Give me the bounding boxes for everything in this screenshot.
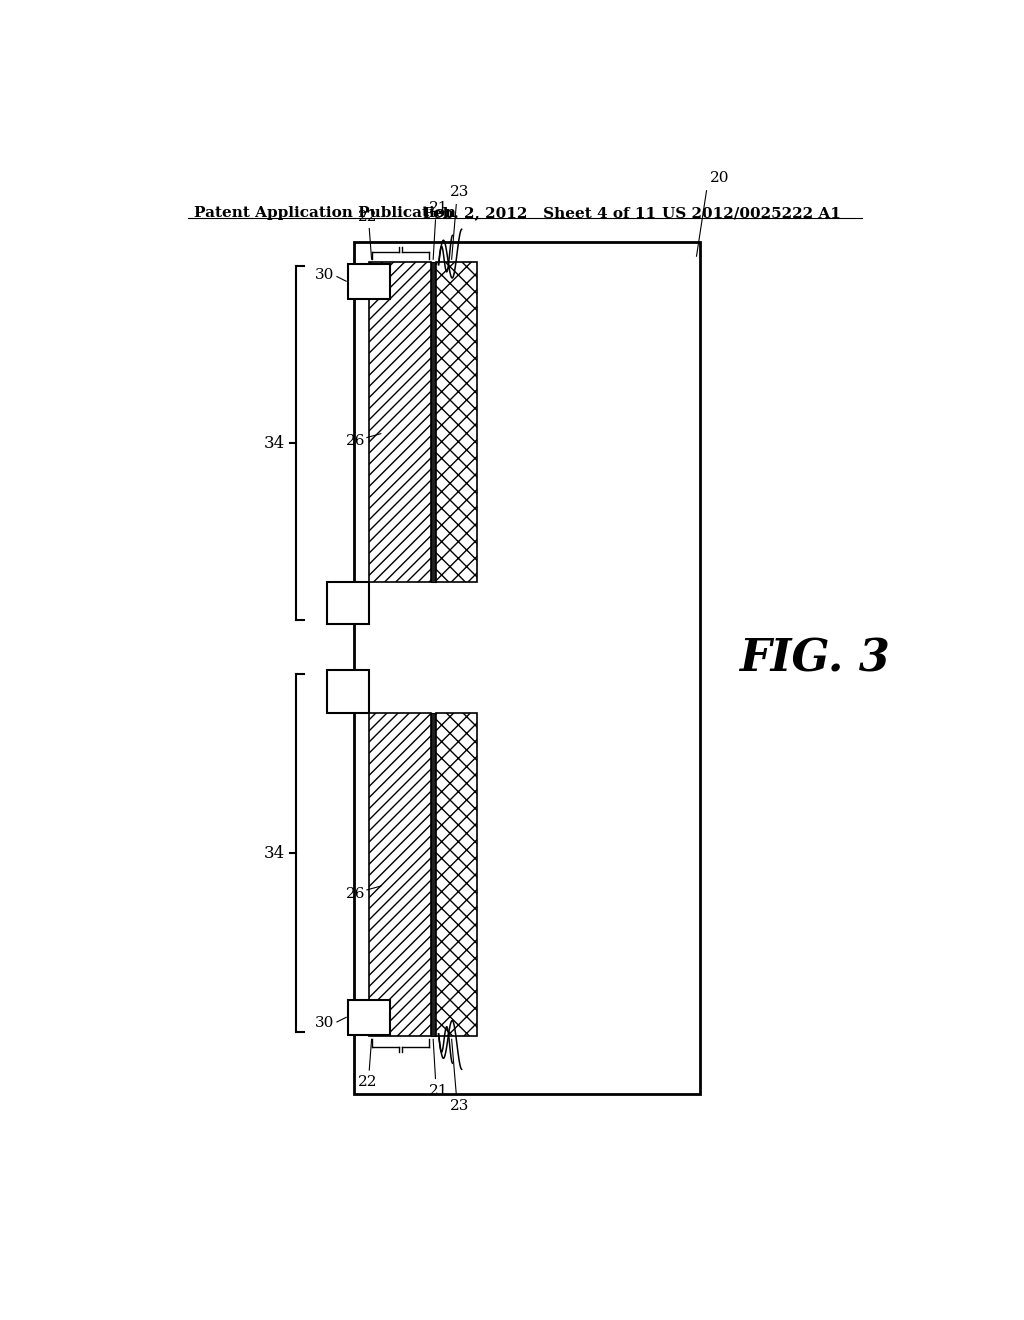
Bar bbox=[370, 713, 431, 1036]
Text: 26: 26 bbox=[346, 887, 366, 900]
Bar bbox=[436, 713, 477, 1036]
Text: 23: 23 bbox=[450, 185, 469, 199]
Text: 26: 26 bbox=[346, 434, 366, 449]
Text: 34: 34 bbox=[264, 845, 286, 862]
Text: Feb. 2, 2012   Sheet 4 of 11: Feb. 2, 2012 Sheet 4 of 11 bbox=[423, 206, 656, 220]
Text: 22: 22 bbox=[358, 1074, 378, 1089]
Bar bbox=[348, 1001, 390, 1035]
Bar bbox=[327, 671, 370, 713]
Bar bbox=[348, 264, 390, 298]
Bar bbox=[436, 263, 477, 582]
Text: 30: 30 bbox=[314, 1016, 334, 1031]
Bar bbox=[431, 713, 436, 1036]
Text: 30: 30 bbox=[314, 268, 334, 282]
Text: 22: 22 bbox=[358, 210, 378, 224]
Text: 21: 21 bbox=[429, 201, 449, 215]
Bar bbox=[370, 263, 431, 582]
Text: 21: 21 bbox=[429, 1084, 449, 1098]
Text: FIG. 3: FIG. 3 bbox=[739, 638, 890, 680]
Text: Patent Application Publication: Patent Application Publication bbox=[194, 206, 456, 220]
Text: 23: 23 bbox=[450, 1100, 469, 1113]
Text: US 2012/0025222 A1: US 2012/0025222 A1 bbox=[662, 206, 841, 220]
Text: 34: 34 bbox=[264, 434, 286, 451]
Bar bbox=[431, 263, 436, 582]
Bar bbox=[327, 582, 370, 624]
Text: 20: 20 bbox=[710, 172, 729, 185]
Bar bbox=[354, 242, 700, 1094]
